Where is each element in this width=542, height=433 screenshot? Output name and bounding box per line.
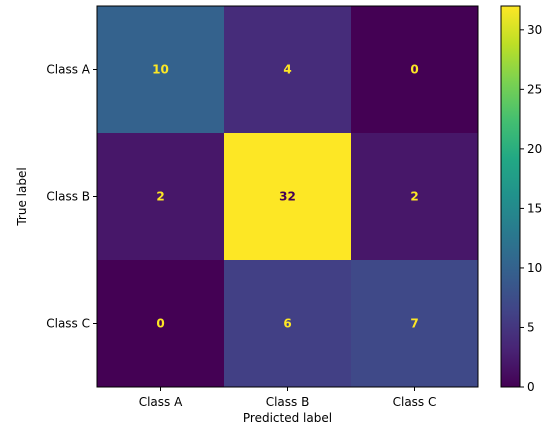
heatmap-cell — [97, 6, 224, 133]
colorbar-tick-label: 30 — [527, 23, 542, 37]
x-axis-ticks: Class A Class B Class C — [139, 387, 437, 409]
heatmap-cell — [351, 133, 478, 260]
y-tick-label: Class A — [46, 63, 90, 77]
y-axis-title: True label — [15, 167, 29, 226]
x-tick-label: Class A — [139, 395, 183, 409]
y-tick-label: Class C — [46, 317, 90, 331]
colorbar-tick-label: 15 — [527, 201, 542, 215]
colorbar-tick-label: 10 — [527, 261, 542, 275]
heatmap-cell-labels: 10 4 0 2 32 2 0 6 7 — [152, 63, 419, 331]
cell-value-label: 0 — [156, 317, 164, 331]
cell-value-label: 4 — [283, 63, 291, 77]
plot-frame — [96, 5, 479, 388]
heatmap-cell — [97, 260, 224, 387]
heatmap-cell — [224, 6, 351, 133]
colorbar-ticks: 0 5 10 15 20 25 30 — [520, 23, 542, 394]
heatmap-cell — [224, 260, 351, 387]
y-axis-ticks: Class A Class B Class C — [46, 63, 97, 331]
cell-value-label: 2 — [410, 190, 418, 204]
cell-value-label: 6 — [283, 317, 291, 331]
y-tick-label: Class B — [46, 190, 90, 204]
cell-value-label: 7 — [410, 317, 418, 331]
heatmap-cell — [97, 133, 224, 260]
colorbar: 0 5 10 15 20 25 30 — [500, 5, 542, 394]
colorbar-tick-label: 0 — [527, 380, 535, 394]
x-tick-label: Class B — [266, 395, 310, 409]
x-axis-title: Predicted label — [243, 411, 332, 425]
heatmap-cell — [224, 133, 351, 260]
colorbar-tick-label: 25 — [527, 82, 542, 96]
x-tick-label: Class C — [393, 395, 437, 409]
colorbar-gradient — [500, 5, 521, 388]
heatmap-cells — [97, 6, 478, 387]
colorbar-tick-label: 20 — [527, 142, 542, 156]
cell-value-label: 0 — [410, 63, 418, 77]
cell-value-label: 32 — [279, 190, 296, 204]
heatmap-cell — [351, 6, 478, 133]
cell-value-label: 2 — [156, 190, 164, 204]
cell-value-label: 10 — [152, 63, 169, 77]
colorbar-tick-label: 5 — [527, 320, 535, 334]
heatmap-cell — [351, 260, 478, 387]
